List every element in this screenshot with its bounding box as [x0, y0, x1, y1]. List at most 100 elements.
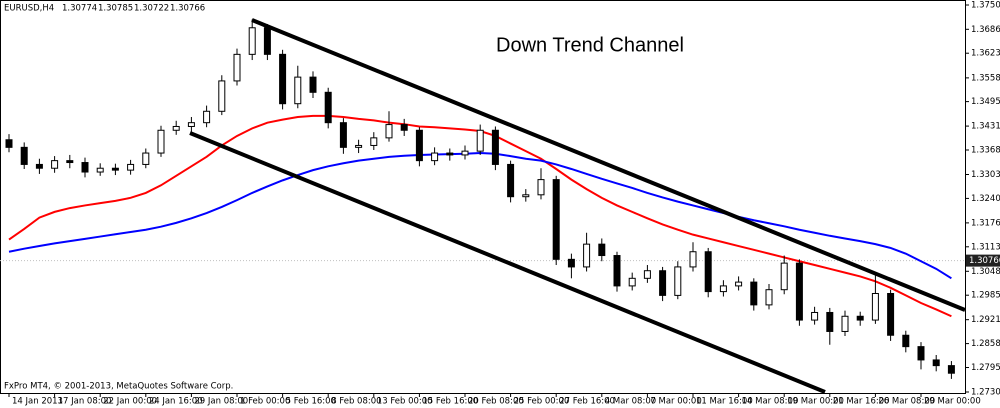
candle-body [279, 53, 287, 105]
candle-body [704, 251, 712, 293]
candle-body [5, 139, 13, 148]
candle-body [81, 162, 89, 173]
candle-body [491, 129, 499, 165]
last-price-label: 1.30766 [969, 256, 1000, 266]
y-tick-label: 1.33680 [971, 146, 1000, 156]
x-tick-label: 20 Feb 08:00 [468, 397, 524, 407]
quote-value: 1.30722 [134, 4, 169, 14]
candle-body [355, 144, 363, 148]
x-tick-label: 14 Jan 2013 [12, 397, 63, 407]
candle-body [142, 152, 150, 165]
candle-body [51, 160, 59, 169]
x-tick-label: 21 Mar 16:00 [833, 397, 890, 407]
quote-value: 1.30766 [170, 4, 205, 14]
candle-body [248, 27, 256, 55]
candle-body [719, 285, 727, 293]
x-tick-label: 5 Feb 16:00 [286, 397, 336, 407]
candle-body [187, 122, 195, 127]
candle-body [567, 258, 575, 268]
candle-body [871, 292, 879, 321]
candle-body [172, 125, 180, 131]
footer: FxPro MT4, © 2001-2013, MetaQuotes Softw… [4, 382, 233, 392]
candle-body [795, 262, 803, 321]
channel-lower [189, 131, 826, 394]
candle-body [127, 163, 135, 171]
y-tick-label: 1.28580 [971, 339, 1000, 349]
candle-body [111, 167, 119, 171]
candle-body [431, 152, 439, 162]
candle-body [507, 163, 515, 198]
y-tick-label: 1.35580 [971, 73, 1000, 83]
x-tick-label: 19 Mar 00:00 [787, 397, 844, 407]
y-tick-label: 1.31130 [971, 242, 1000, 252]
candle-body [476, 129, 484, 152]
candle-body [233, 53, 241, 82]
candle-body [750, 281, 758, 306]
candle-body [917, 346, 925, 361]
y-tick-label: 1.30485 [971, 267, 1000, 277]
quote-value: 1.30774 [62, 4, 97, 14]
candle-body [552, 179, 560, 260]
y-tick-label: 1.29855 [971, 291, 1000, 301]
candle-body [613, 255, 621, 287]
x-tick-label: 24 Jan 16:00 [149, 397, 203, 407]
plot-frame [0, 0, 966, 394]
candle-body [66, 160, 74, 164]
candle-body [385, 124, 393, 139]
candle-body [20, 146, 28, 165]
y-tick-label: 1.32405 [971, 194, 1000, 204]
candle-body [583, 243, 591, 268]
x-tick-label: 29 Mar 00:00 [924, 397, 981, 407]
x-tick-label: 15 Feb 16:00 [422, 397, 478, 407]
candle-body [947, 365, 955, 374]
x-tick-label: 8 Feb 08:00 [331, 397, 381, 407]
candle-body [765, 289, 773, 306]
x-tick-label: 26 Mar 08:00 [878, 397, 935, 407]
candle-body [537, 179, 545, 196]
candle-body [856, 315, 864, 321]
candle-body [218, 80, 226, 112]
x-tick-label: 1 Feb 00:00 [240, 397, 290, 407]
candle-body [96, 167, 104, 173]
y-tick-label: 1.27305 [971, 388, 1000, 398]
candle-body [841, 315, 849, 332]
candle-body [826, 311, 834, 332]
y-tick-label: 1.36860 [971, 25, 1000, 35]
candle-body [415, 129, 423, 162]
candle-body [674, 266, 682, 296]
y-tick-label: 1.34310 [971, 122, 1000, 132]
y-tick-label: 1.34955 [971, 97, 1000, 107]
candle-body [35, 163, 43, 169]
candle-body [157, 129, 165, 154]
x-tick-label: 13 Feb 00:00 [377, 397, 433, 407]
candle-body [294, 76, 302, 105]
x-tick-label: 11 Mar 16:00 [696, 397, 753, 407]
x-tick-label: 29 Jan 08:00 [194, 397, 248, 407]
x-tick-label: 22 Jan 00:00 [103, 397, 157, 407]
candle-body [370, 137, 378, 146]
y-tick-label: 1.29210 [971, 315, 1000, 325]
candle-body [263, 27, 271, 55]
quote-value: 1.30785 [98, 4, 133, 14]
symbol: EURUSD,H4 [4, 4, 54, 14]
y-tick-label: 1.33035 [971, 170, 1000, 180]
y-tick-label: 1.36230 [971, 49, 1000, 59]
candle-body [735, 281, 743, 287]
y-tick-label: 1.37500 [971, 1, 1000, 11]
y-tick-label: 1.27950 [971, 363, 1000, 373]
candle-body [400, 124, 408, 131]
x-tick-label: 17 Jan 08:00 [58, 397, 112, 407]
candle-body [339, 122, 347, 148]
candle-body [446, 152, 454, 156]
candle-body [309, 76, 317, 93]
candle-body [643, 270, 651, 279]
chart-title: Down Trend Channel [496, 34, 684, 56]
candle-body [932, 359, 940, 367]
last-price-box [966, 254, 1000, 267]
candle-body [689, 251, 697, 268]
x-tick-label: 7 Mar 00:00 [650, 397, 701, 407]
candle-body [811, 311, 819, 321]
candle-body [324, 91, 332, 124]
candle-body [780, 262, 788, 291]
